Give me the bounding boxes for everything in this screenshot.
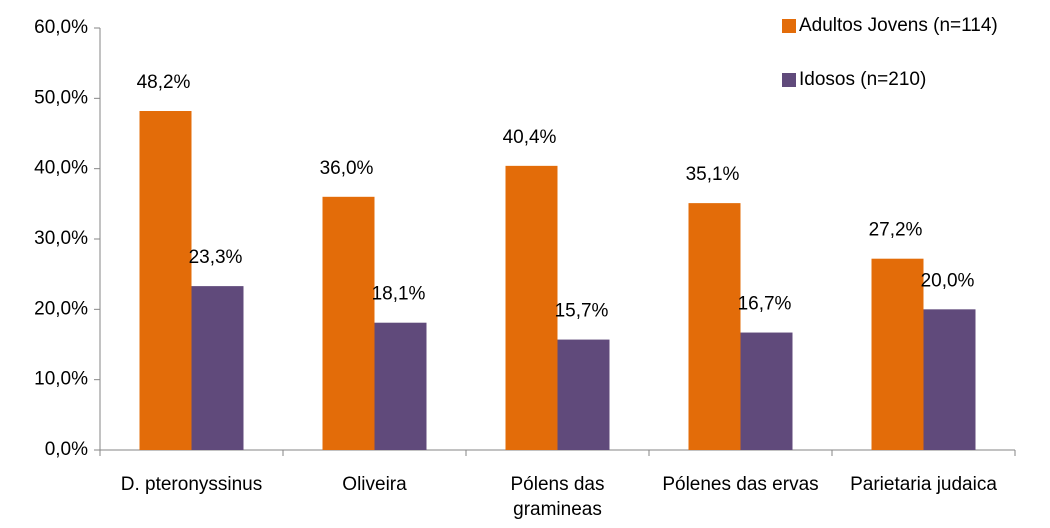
x-tick-label: D. pteronyssinus — [120, 474, 263, 495]
bar — [688, 203, 741, 450]
x-tick-label: Parietaria judaica — [850, 474, 997, 495]
y-tick-label: 0,0% — [45, 439, 88, 460]
legend-swatch — [782, 73, 796, 87]
bar — [505, 165, 558, 450]
x-tick-label: Pólenes das ervas — [662, 474, 819, 495]
data-label: 36,0% — [320, 158, 374, 179]
data-label: 27,2% — [869, 220, 923, 241]
y-tick-label: 40,0% — [34, 158, 88, 179]
data-label: 18,1% — [372, 284, 426, 305]
bar — [374, 322, 427, 450]
data-label: 40,4% — [503, 127, 557, 148]
data-label: 15,7% — [555, 301, 609, 322]
bar — [871, 258, 924, 450]
legend-swatch — [782, 19, 796, 33]
data-label: 16,7% — [738, 294, 792, 315]
y-tick-label: 30,0% — [34, 228, 88, 249]
y-tick-label: 10,0% — [34, 369, 88, 390]
x-tick-label: Oliveira — [342, 474, 407, 495]
x-tick-label: Pólens das gramineas — [510, 474, 605, 520]
bar — [322, 196, 375, 450]
bar — [740, 332, 793, 450]
y-tick-label: 50,0% — [34, 87, 88, 108]
y-tick-label: 60,0% — [34, 17, 88, 38]
y-tick-label: 20,0% — [34, 298, 88, 319]
bar — [139, 110, 192, 450]
legend-label: Idosos (n=210) — [799, 69, 926, 90]
legend-label: Adultos Jovens (n=114) — [799, 15, 998, 36]
bar — [191, 286, 244, 450]
data-label: 48,2% — [137, 72, 191, 93]
bar — [923, 309, 976, 450]
data-label: 23,3% — [189, 247, 243, 268]
data-label: 20,0% — [921, 270, 975, 291]
data-label: 35,1% — [686, 164, 740, 185]
bar — [557, 339, 610, 450]
